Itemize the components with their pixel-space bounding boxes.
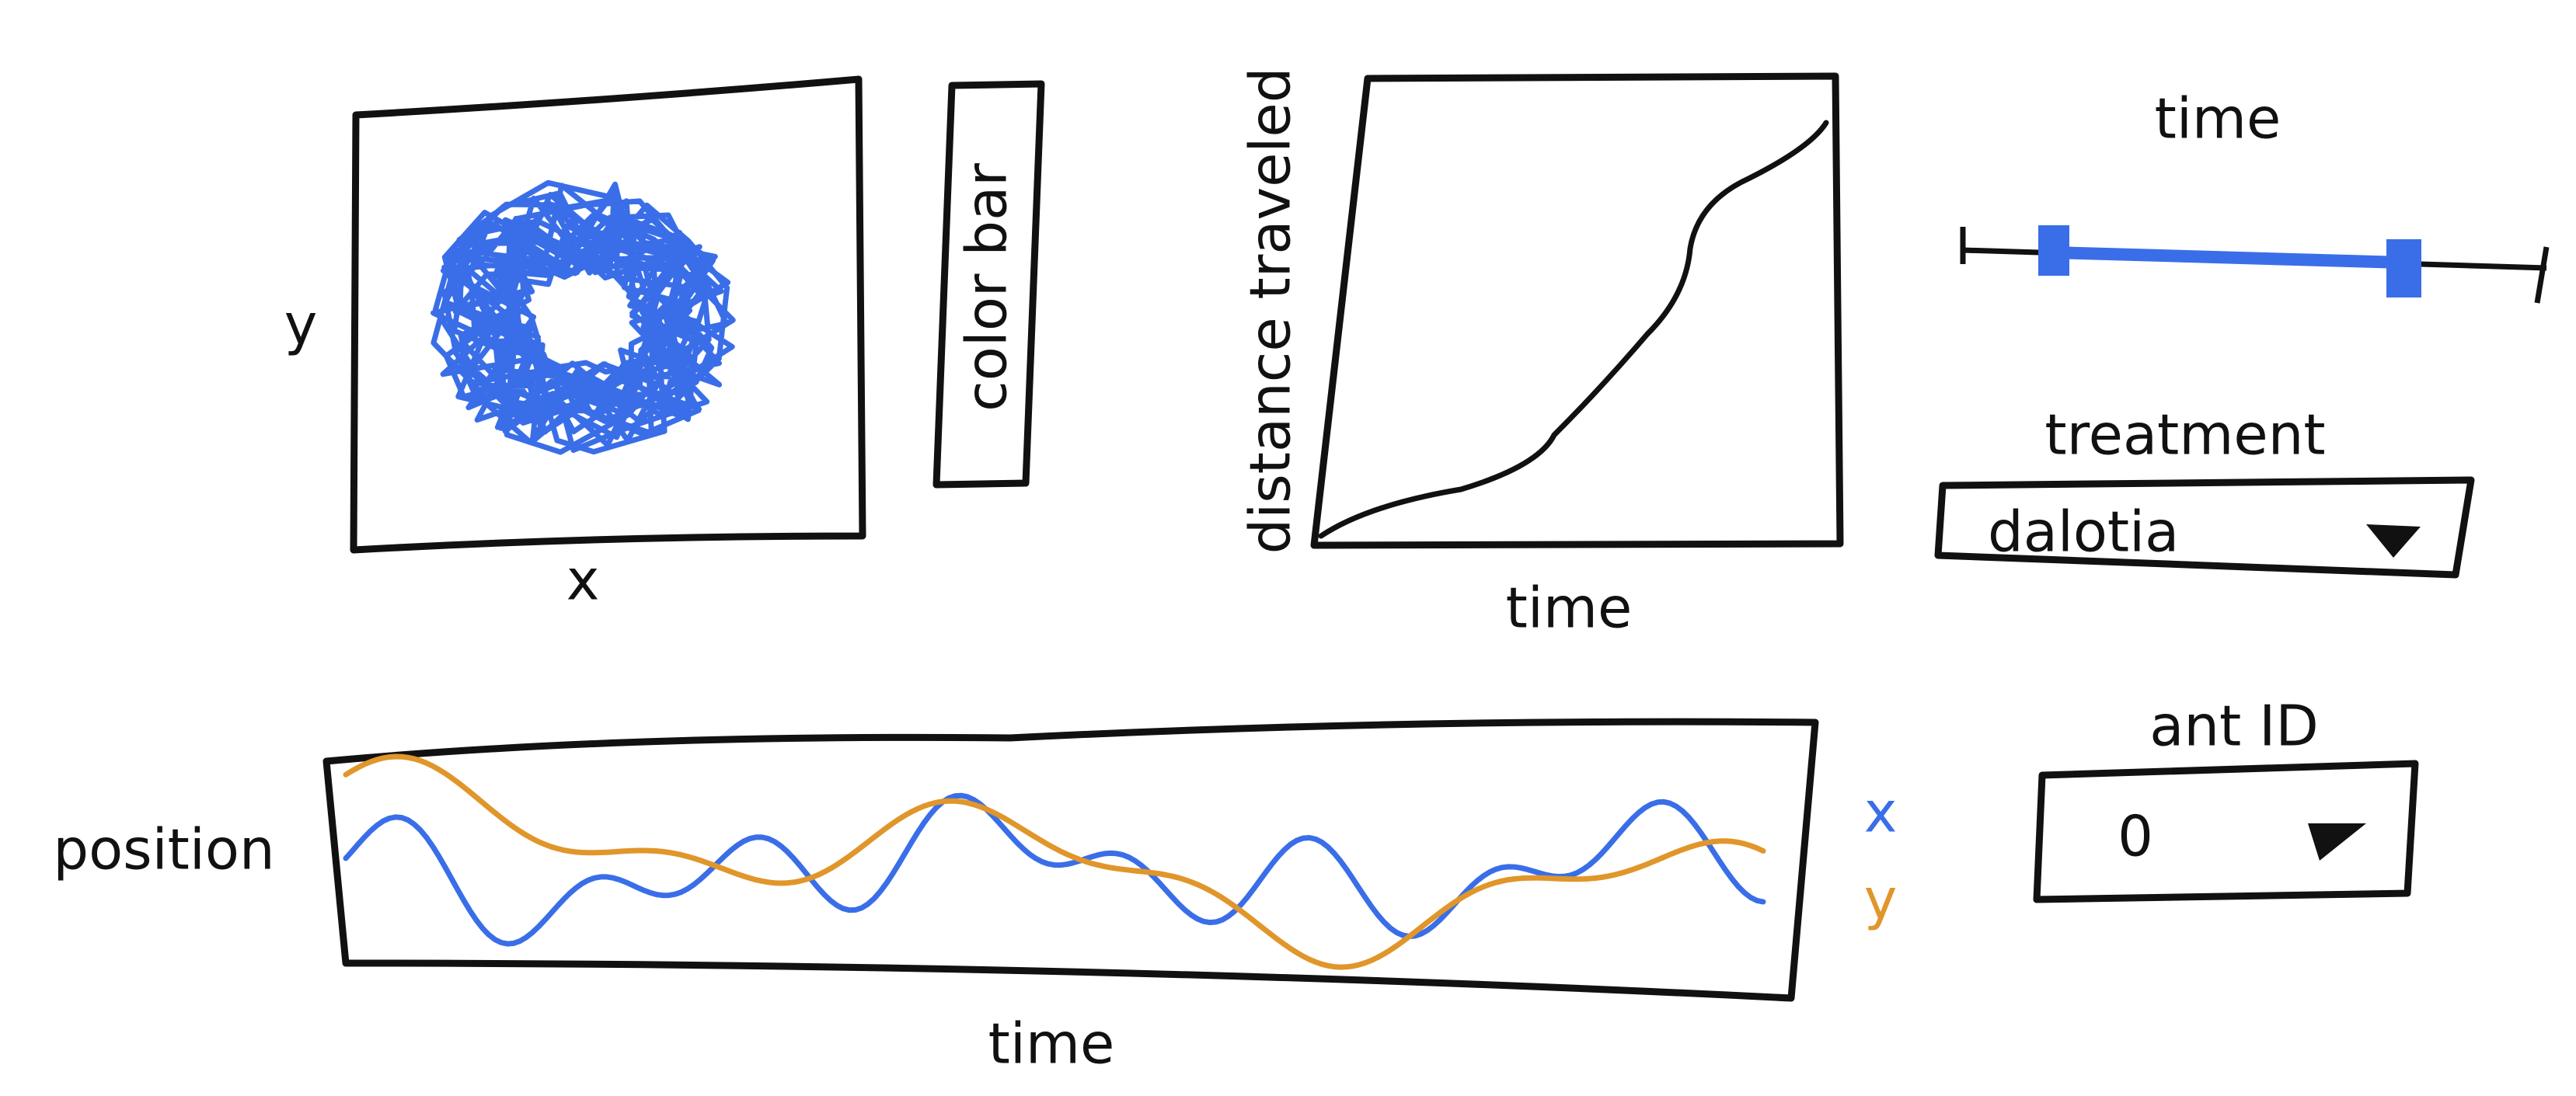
dropdown-arrow (2308, 823, 2366, 861)
distance-frame (1310, 72, 1844, 549)
dropdown-value: 0 (2118, 804, 2153, 869)
y-axis-label: distance traveled (1238, 68, 1303, 555)
dropdown-value: dalotia (1988, 499, 2179, 565)
trajectory-scribble (430, 179, 736, 455)
dropdown-frame[interactable] (1934, 476, 2475, 579)
treatment-dropdown[interactable]: treatment dalotia (1934, 402, 2475, 579)
scatter-frame (350, 75, 866, 554)
x-axis-label: time (988, 1011, 1115, 1077)
ant-id-dropdown[interactable]: ant ID 0 (2033, 694, 2419, 903)
x-axis-label: time (1506, 576, 1633, 641)
dropdown-label: ant ID (2149, 694, 2319, 759)
position-panel: position time x y (53, 718, 1898, 1077)
distance-panel: distance traveled time (1238, 68, 1844, 641)
slider-end (2534, 246, 2550, 304)
time-slider[interactable]: time (1960, 86, 2550, 304)
x-axis-label: x (566, 548, 600, 613)
legend-entry: y (1864, 867, 1898, 932)
dropdown-arrow (2366, 524, 2421, 558)
position-frame (322, 718, 1819, 1002)
dropdown-label: treatment (2044, 402, 2325, 468)
dropdown-frame[interactable] (2033, 760, 2419, 903)
color-bar-frame (932, 80, 1045, 489)
color-bar: color bar (932, 80, 1045, 489)
slider-handle[interactable] (2038, 225, 2069, 276)
distance-curve (1318, 120, 1829, 539)
legend-entry: x (1864, 780, 1898, 845)
color-bar-label: color bar (954, 163, 1020, 412)
y-series-line (343, 753, 1766, 970)
x-series-line (343, 792, 1766, 947)
y-axis-label: position (53, 817, 274, 882)
slider-title: time (2155, 86, 2281, 151)
slider-handle[interactable] (2386, 239, 2421, 297)
slider-range (2053, 246, 2403, 269)
scribble-path (430, 179, 736, 455)
y-axis-label: y (284, 292, 318, 357)
scatter-panel: y x (284, 75, 866, 613)
